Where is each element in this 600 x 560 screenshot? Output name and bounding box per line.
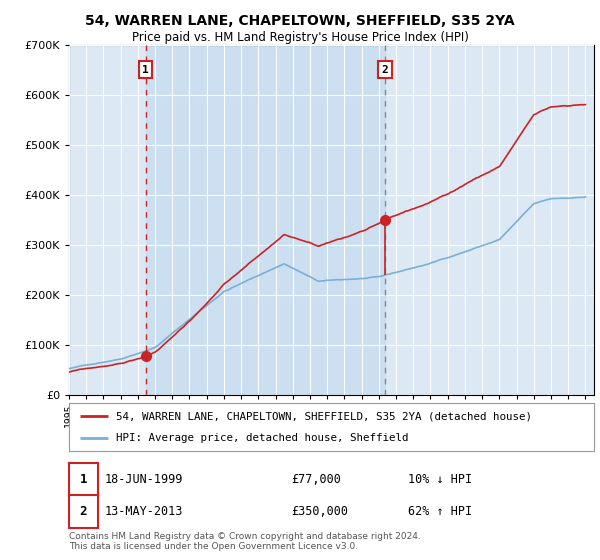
Text: Price paid vs. HM Land Registry's House Price Index (HPI): Price paid vs. HM Land Registry's House …	[131, 31, 469, 44]
Text: 2: 2	[382, 65, 388, 75]
Text: 1: 1	[142, 65, 149, 75]
Text: 2: 2	[80, 505, 87, 518]
Text: 10% ↓ HPI: 10% ↓ HPI	[408, 473, 472, 486]
Text: £77,000: £77,000	[291, 473, 341, 486]
Text: 18-JUN-1999: 18-JUN-1999	[105, 473, 184, 486]
Text: 54, WARREN LANE, CHAPELTOWN, SHEFFIELD, S35 2YA: 54, WARREN LANE, CHAPELTOWN, SHEFFIELD, …	[85, 14, 515, 28]
Text: £350,000: £350,000	[291, 505, 348, 518]
Text: 54, WARREN LANE, CHAPELTOWN, SHEFFIELD, S35 2YA (detached house): 54, WARREN LANE, CHAPELTOWN, SHEFFIELD, …	[116, 411, 532, 421]
Text: HPI: Average price, detached house, Sheffield: HPI: Average price, detached house, Shef…	[116, 433, 409, 443]
Text: 13-MAY-2013: 13-MAY-2013	[105, 505, 184, 518]
Text: 1: 1	[80, 473, 87, 486]
Text: Contains HM Land Registry data © Crown copyright and database right 2024.
This d: Contains HM Land Registry data © Crown c…	[69, 532, 421, 552]
Bar	[146, 45, 385, 395]
Text: 62% ↑ HPI: 62% ↑ HPI	[408, 505, 472, 518]
